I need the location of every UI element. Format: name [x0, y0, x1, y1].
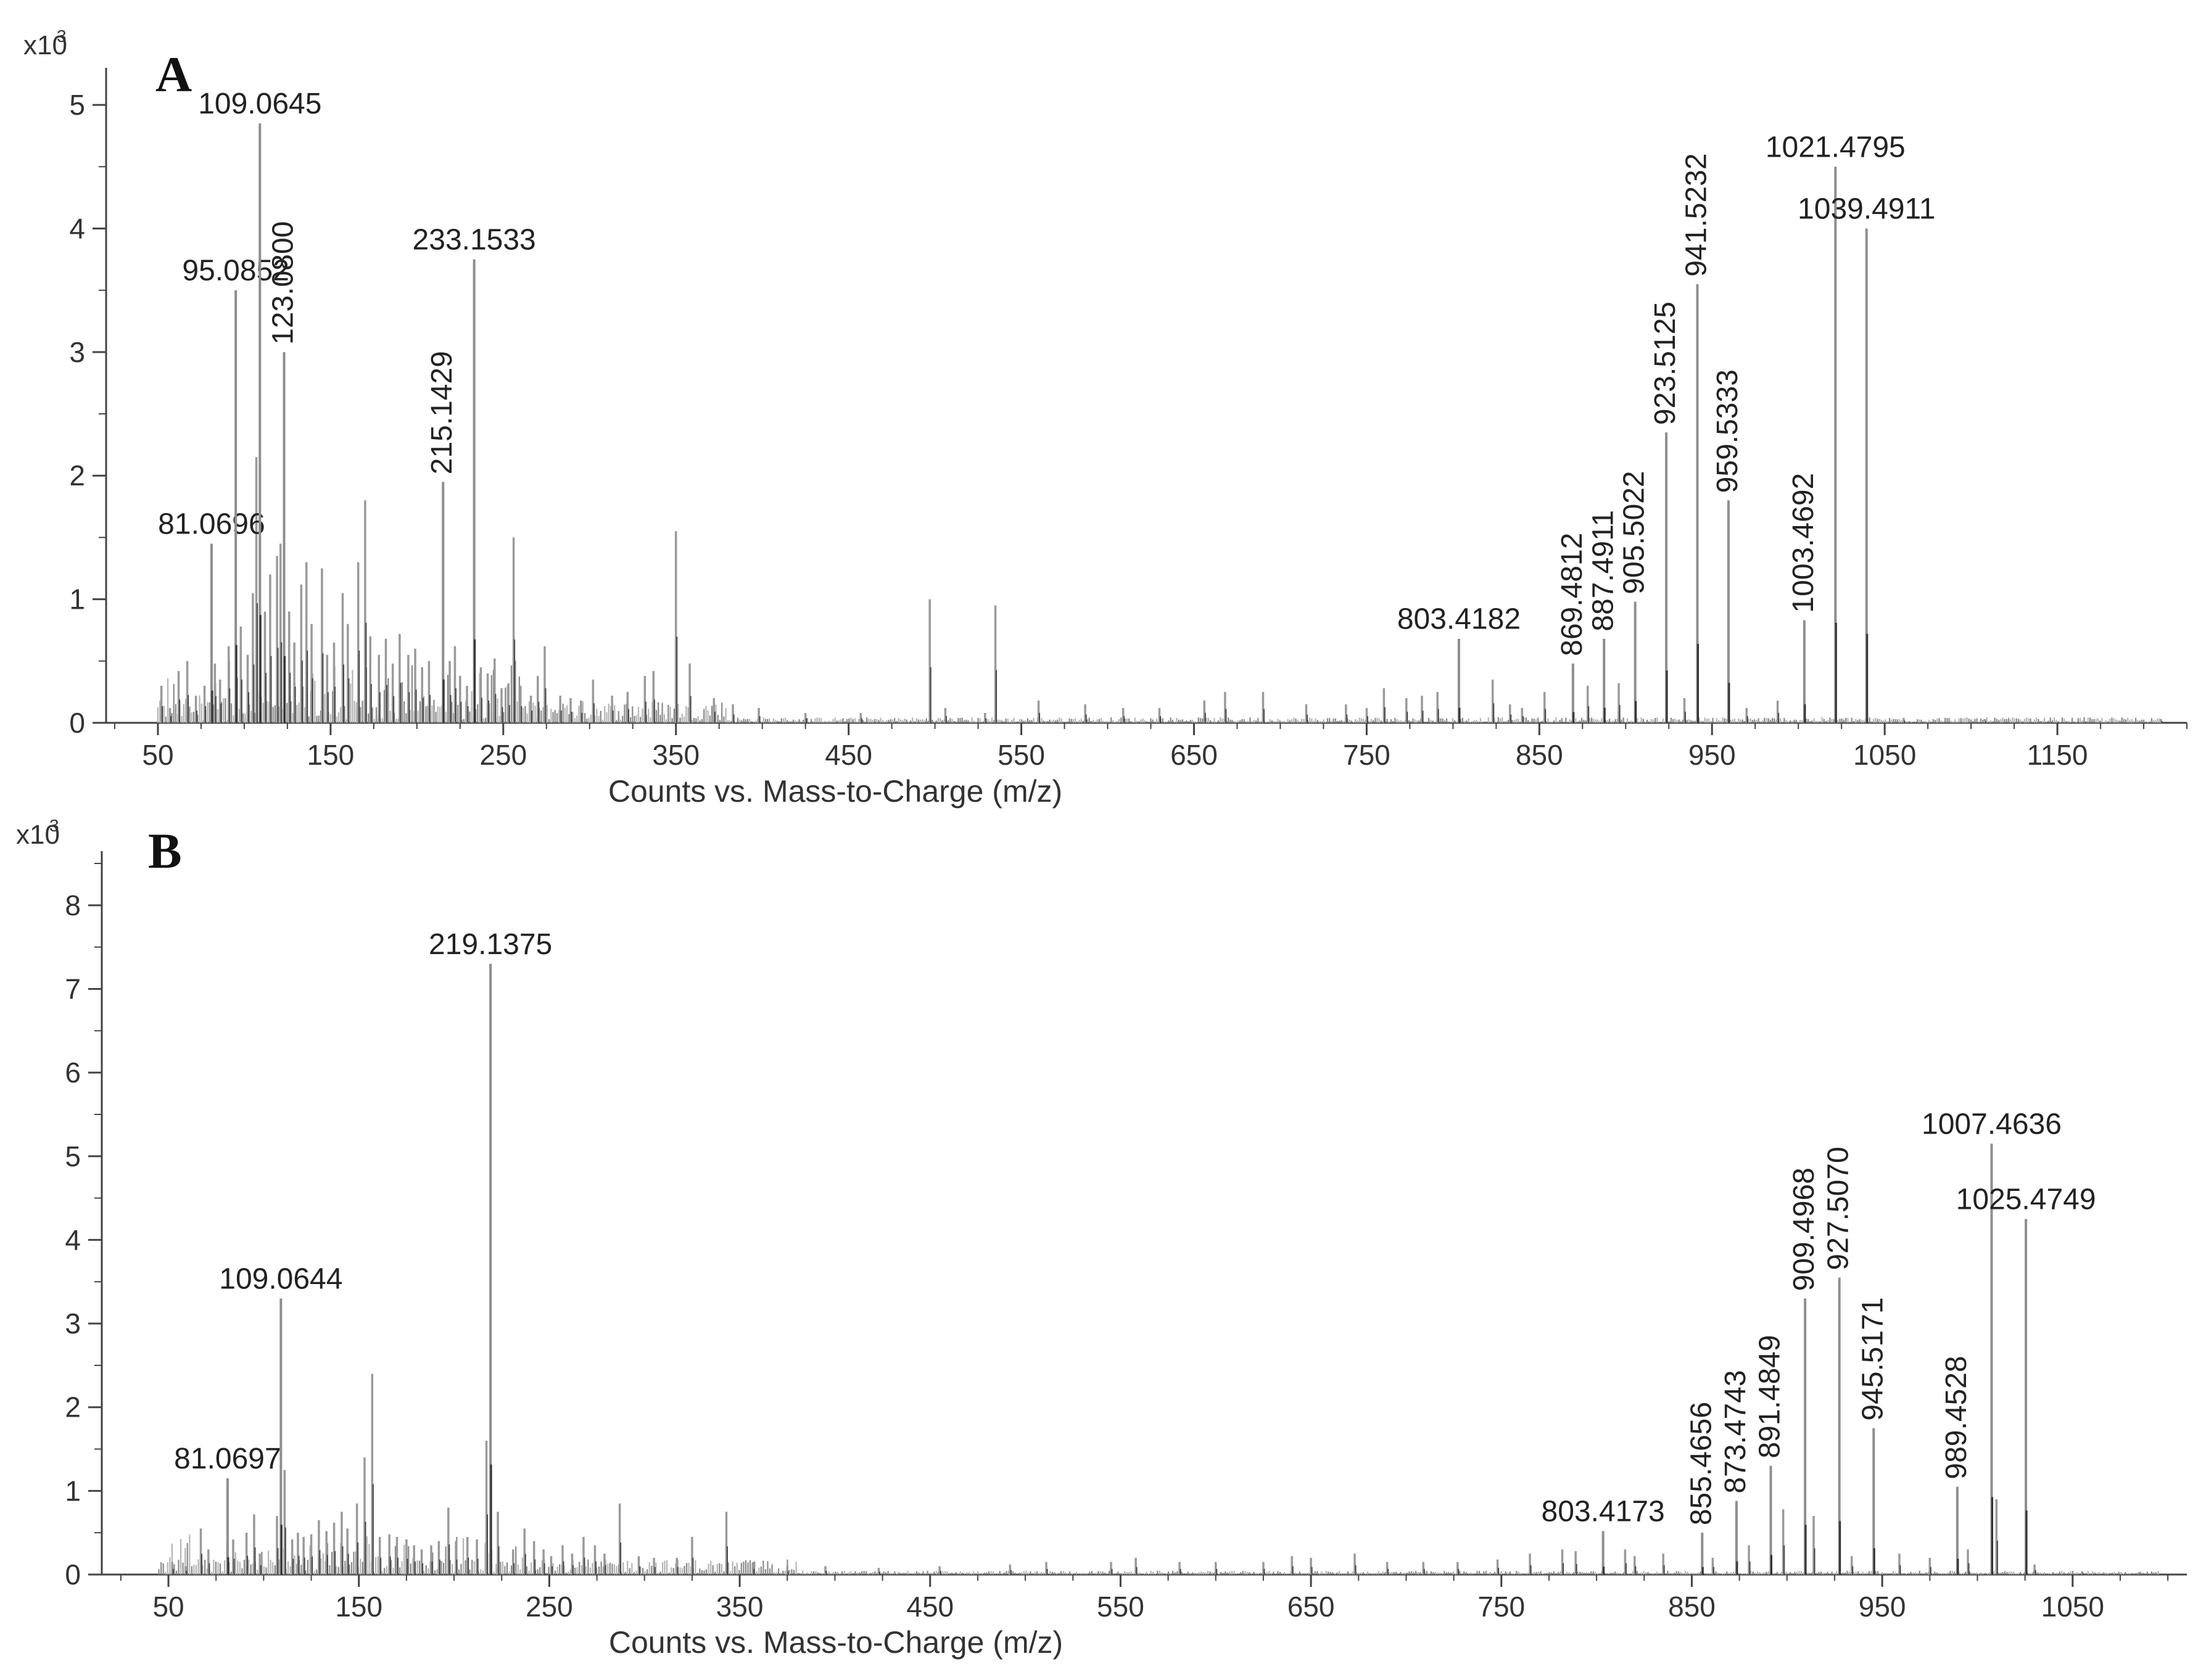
panel-a-y-tick-label: 2 — [69, 459, 85, 492]
panel-a-peak-label: 941.5232 — [1680, 153, 1713, 276]
panel-a-peak-label: 803.4182 — [1397, 603, 1521, 636]
panel-a-peak-label: 887.4911 — [1587, 510, 1619, 632]
panel-b-peak-label: 109.0644 — [219, 1262, 342, 1295]
panel-a-label: A — [155, 46, 192, 102]
panel-b-peak-label: 1025.4749 — [1956, 1184, 2096, 1216]
panel-b-x-tick-label: 1050 — [2041, 1591, 2104, 1623]
panel-a-peak-label: 905.5022 — [1618, 471, 1651, 594]
panel-b-x-tick-label: 750 — [1477, 1591, 1525, 1623]
panel-b-x-tick-label: 550 — [1097, 1591, 1144, 1623]
panel-a-peak-label: 1021.4795 — [1766, 131, 1906, 163]
panel-a-peak-label: 109.0645 — [198, 88, 321, 120]
panel-a-peak-label: 923.5125 — [1649, 302, 1682, 425]
panel-b-peak-label: 81.0697 — [174, 1443, 281, 1475]
panel-a-peak-label: 869.4812 — [1556, 533, 1588, 656]
panel-b-x-tick-label: 950 — [1859, 1591, 1906, 1623]
panel-a-x-tick-label: 450 — [825, 739, 872, 771]
panel-a-x-tick-label: 650 — [1170, 739, 1218, 771]
panel-b-peak-label: 909.4968 — [1788, 1167, 1820, 1291]
panel-a-x-tick-label: 1150 — [2027, 739, 2088, 771]
panel-b-x-tick-label: 150 — [335, 1591, 382, 1623]
panel-b-y-tick-label: 0 — [65, 1559, 81, 1591]
panel-b-peak-label: 927.5070 — [1822, 1147, 1855, 1270]
svg-text:3: 3 — [57, 27, 67, 46]
panel-a-y-tick-label: 5 — [69, 89, 85, 121]
panel-a-x-tick-label: 550 — [998, 739, 1045, 771]
panel-a-y-multiplier: x10 3 — [23, 27, 67, 60]
panel-b-x-tick-label: 250 — [526, 1591, 573, 1623]
panel-b-peak-label: 803.4173 — [1542, 1495, 1665, 1528]
panel-a-peak-label: 95.0852 — [182, 255, 289, 287]
panel-b-peak-label: 873.4743 — [1719, 1370, 1752, 1493]
panel-b-y-tick-label: 7 — [65, 973, 81, 1005]
panel-b-y-multiplier: x10 3 — [16, 816, 60, 850]
panel-b-y-tick-label: 1 — [65, 1475, 81, 1507]
panel-a-peak-label: 233.1533 — [413, 224, 536, 257]
panel-a-x-tick-label: 1050 — [1853, 739, 1916, 771]
panel-b-peak-label: 891.4849 — [1753, 1335, 1786, 1458]
svg-text:x10: x10 — [23, 30, 67, 60]
panel-b-label: B — [148, 823, 182, 879]
panel-a-x-tick-label: 350 — [652, 739, 700, 771]
panel-b-y-tick-label: 4 — [65, 1224, 81, 1256]
panel-a-peak-label: 215.1429 — [426, 351, 458, 474]
panel-b-y-tick-label: 6 — [65, 1056, 81, 1089]
panel-a-x-tick-label: 950 — [1688, 739, 1736, 771]
svg-text:3: 3 — [49, 816, 59, 835]
panel-b-y-tick-label: 8 — [65, 889, 81, 921]
panel-b-peak-label: 945.5171 — [1856, 1297, 1889, 1420]
panel-b-peak-label: 855.4656 — [1685, 1402, 1717, 1525]
panel-b-y-tick-label: 5 — [65, 1140, 81, 1172]
panel-b-x-tick-label: 850 — [1668, 1591, 1716, 1623]
panel-a-x-axis-title: Counts vs. Mass-to-Charge (m/z) — [608, 774, 1062, 809]
panel-b-peak-label: 989.4528 — [1940, 1356, 1973, 1479]
panel-a-peak-label: 123.0800 — [267, 221, 300, 345]
panel-a-y-tick-label: 4 — [69, 212, 85, 244]
panel-b-x-axis-title: Counts vs. Mass-to-Charge (m/z) — [609, 1625, 1063, 1660]
panel-a-x-tick-label: 750 — [1343, 739, 1390, 771]
panel-b-x-tick-label: 350 — [716, 1591, 764, 1623]
panel-a-peak-label: 81.0696 — [158, 508, 265, 540]
panel-b-x-tick-label: 650 — [1287, 1591, 1335, 1623]
panel-b-y-tick-label: 2 — [65, 1391, 81, 1423]
panel-a-peak-label: 959.5333 — [1711, 369, 1744, 493]
svg-text:x10: x10 — [16, 820, 60, 850]
panel-b-x-tick-label: 50 — [152, 1591, 184, 1623]
panel-a-y-tick-label: 1 — [69, 583, 85, 616]
panel-a-peak-label: 1039.4911 — [1798, 192, 1935, 225]
panel-a-y-tick-label: 0 — [69, 707, 85, 739]
panel-b-peak-label: 219.1375 — [429, 928, 552, 961]
panel-a-peak-label: 1003.4692 — [1787, 473, 1820, 613]
panel-b-peak-label: 1007.4636 — [1922, 1108, 2062, 1140]
panel-a-x-tick-label: 250 — [479, 739, 527, 771]
panel-a-x-tick-label: 850 — [1516, 739, 1563, 771]
panel-a-y-tick-label: 3 — [69, 336, 85, 368]
panel-a-x-tick-label: 50 — [142, 739, 173, 771]
panel-b-y-tick-label: 3 — [65, 1307, 81, 1340]
panel-a-x-tick-label: 150 — [307, 739, 355, 771]
panel-b-x-tick-label: 450 — [906, 1591, 954, 1623]
